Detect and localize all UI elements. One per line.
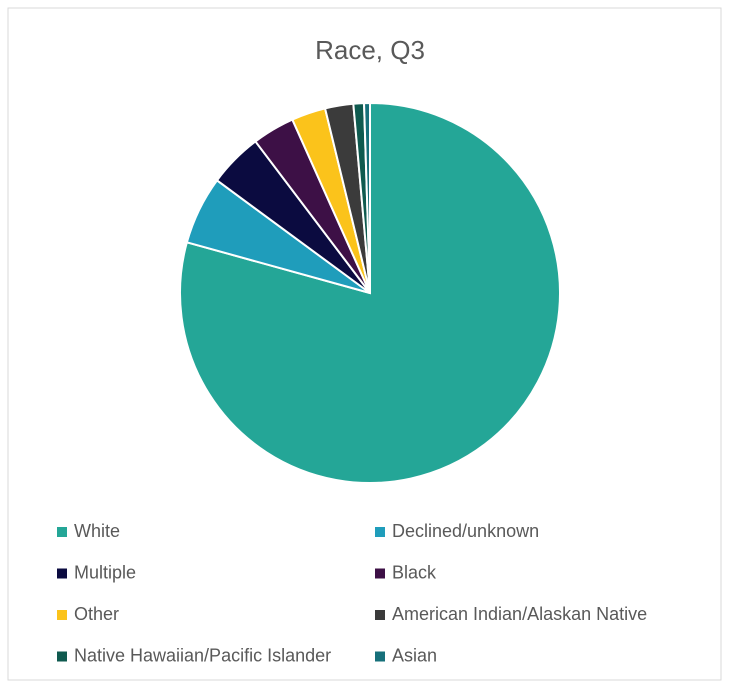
legend-marker: [375, 568, 385, 579]
legend-label: American Indian/Alaskan Native: [392, 604, 647, 624]
legend-marker: [57, 610, 67, 620]
legend-label: Asian: [392, 645, 437, 665]
legend-label: White: [74, 521, 120, 541]
legend-marker: [57, 651, 67, 662]
legend-label: Multiple: [74, 562, 136, 582]
legend-marker: [57, 568, 67, 579]
legend-label: Declined/unknown: [392, 521, 539, 541]
legend-label: Black: [392, 562, 437, 582]
legend-marker: [375, 527, 385, 537]
legend-marker: [375, 610, 385, 620]
chart-title: Race, Q3: [315, 35, 425, 65]
pie-slice: [363, 101, 371, 294]
legend-label: Other: [74, 604, 119, 624]
legend-marker: [57, 527, 67, 537]
legend-marker: [375, 651, 385, 662]
legend-label: Native Hawaiian/Pacific Islander: [74, 645, 331, 665]
